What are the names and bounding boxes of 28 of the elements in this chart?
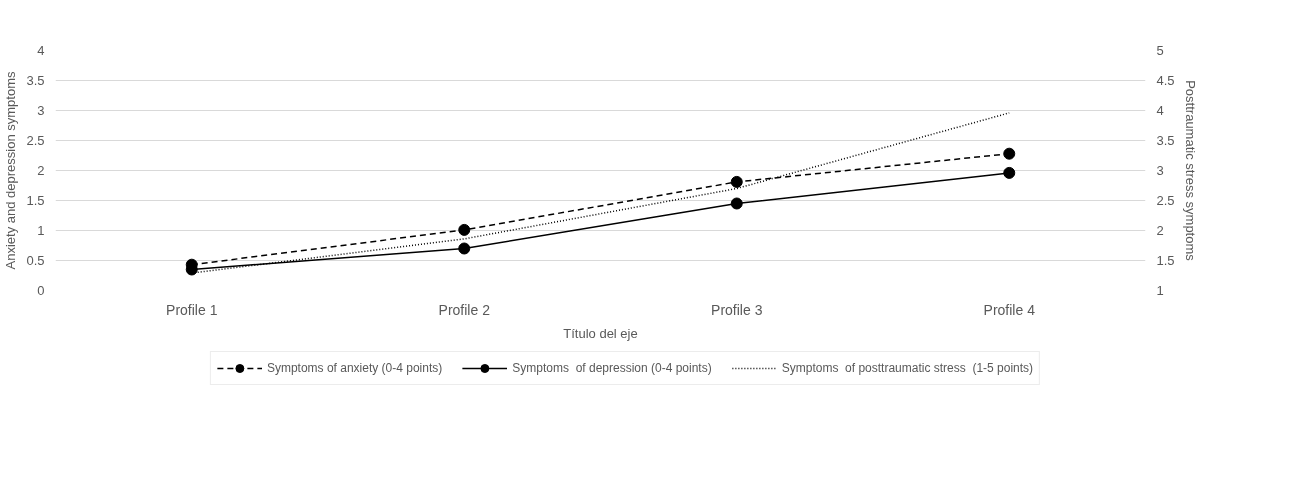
x-tick-label: Profile 1 — [166, 301, 218, 318]
y-tick-label: 1 — [37, 223, 45, 238]
y2-tick-label: 4 — [1156, 103, 1164, 118]
legend-label: Symptoms of posttraumatic stress (1-5 points) — [781, 361, 1034, 375]
y-tick-label: 3.5 — [26, 73, 45, 88]
y2-tick-label: 3.5 — [1156, 133, 1175, 148]
y-tick-label: 2 — [37, 163, 45, 178]
y-tick-label: 2.5 — [26, 133, 45, 148]
y-tick-label: 3 — [37, 103, 45, 118]
y2-tick-label: 2 — [1156, 223, 1164, 238]
y2-tick-label: 5 — [1156, 43, 1164, 58]
x-tick-label: Profile 4 — [983, 301, 1036, 318]
y2-axis-title: Posttraumatic stress symptoms — [1182, 80, 1198, 262]
y2-tick-label: 4.5 — [1156, 73, 1175, 88]
y-tick-label: 0.5 — [26, 253, 45, 268]
y-tick-label: 0 — [37, 283, 45, 298]
y2-tick-label: 1.5 — [1156, 253, 1175, 268]
x-tick-label: Profile 2 — [438, 301, 491, 318]
x-tick-label: Profile 3 — [711, 301, 763, 318]
legend-label: Symptoms of anxiety (0-4 points) — [266, 361, 443, 375]
y2-tick-label: 1 — [1156, 283, 1164, 298]
y2-tick-label: 2.5 — [1156, 193, 1175, 208]
x-axis-title: Título del eje — [563, 325, 638, 341]
y-tick-label: 1.5 — [26, 193, 45, 208]
y-axis-title: Anxiety and depression symptoms — [3, 71, 19, 270]
y-tick-label: 4 — [37, 43, 45, 58]
y2-tick-label: 3 — [1156, 163, 1164, 178]
legend-label: Symptoms of depression (0-4 points) — [512, 361, 712, 375]
